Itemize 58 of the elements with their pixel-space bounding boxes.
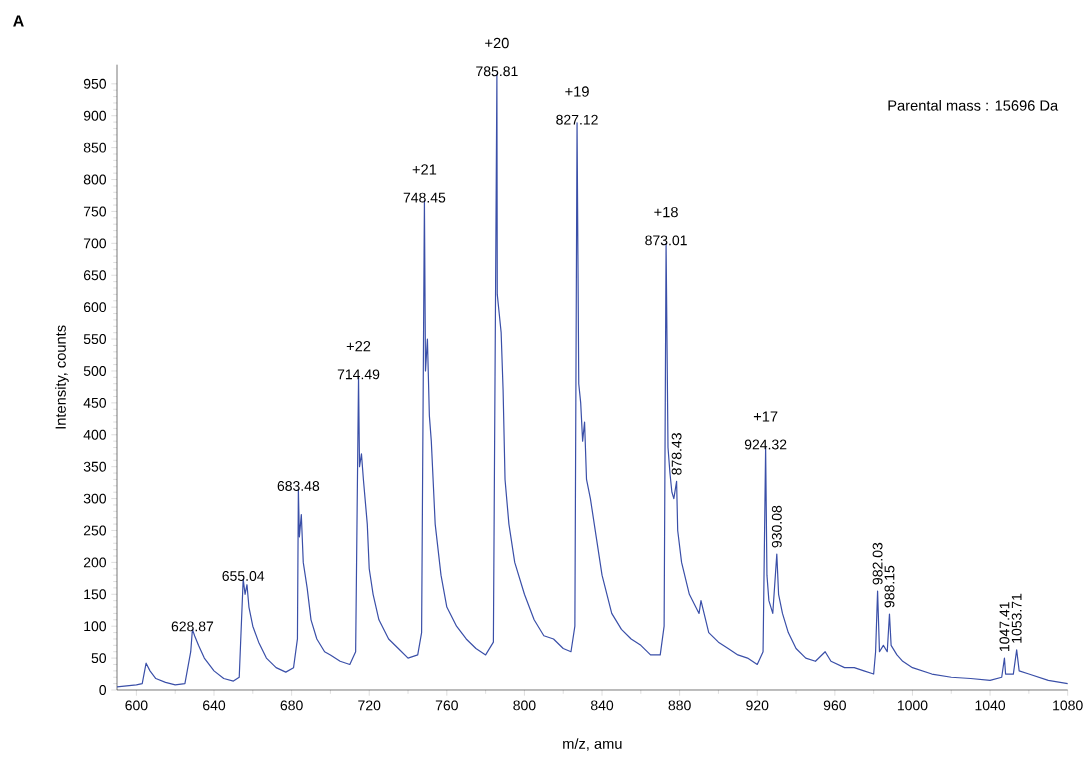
y-tick-label: 500 [83, 366, 107, 376]
y-tick-label: 750 [83, 206, 107, 217]
y-tick-label: 150 [84, 589, 107, 600]
x-tick-label: 920 [746, 700, 769, 711]
y-tick-label: 0 [99, 685, 107, 695]
annotation: 655.04 [222, 571, 265, 581]
y-tick-label: 100 [84, 621, 107, 632]
x-tick-label: 1000 [897, 700, 928, 711]
annotation: 785.81 [476, 66, 518, 77]
x-tick-label: 720 [358, 700, 381, 711]
annotation: +19 [565, 86, 589, 97]
x-axis-title: m/z, amu [563, 738, 622, 751]
annotation: 878.43 [671, 433, 682, 475]
annotation: 1053.71 [1011, 593, 1022, 643]
y-tick-label: 250 [83, 525, 107, 536]
annotation: 1047.41 [999, 602, 1010, 651]
annotation: 827.12 [556, 114, 598, 125]
annotation: 988.15 [884, 565, 895, 608]
annotation: 714.49 [337, 369, 380, 380]
annotation: 628.87 [171, 621, 214, 632]
y-axis-title: Intensity, counts [55, 325, 69, 429]
annotation: 982.03 [872, 542, 883, 585]
text: A [13, 15, 24, 27]
x-tick-label: 1080 [1053, 700, 1083, 711]
y-tick-label: 800 [83, 174, 107, 185]
x-tick-label: 1040 [975, 700, 1006, 711]
x-tick-label: 960 [823, 700, 846, 711]
y-tick-label: 600 [83, 302, 107, 313]
y-tick-label: 850 [83, 142, 107, 153]
annotation: Parental mass : 15696 Da [888, 99, 1059, 111]
y-tick-label: 450 [83, 397, 107, 408]
y-tick-label: 300 [83, 493, 107, 504]
y-tick-label: 200 [83, 557, 107, 568]
y-tick-label: 50 [91, 653, 107, 664]
annotation: +21 [412, 164, 437, 175]
annotation: +18 [654, 206, 678, 218]
annotation: 924.32 [744, 439, 787, 450]
y-tick-label: 700 [83, 238, 107, 249]
y-tick-label: 950 [83, 78, 107, 89]
annotation: +20 [485, 37, 509, 49]
x-tick-label: 760 [435, 700, 458, 711]
y-tick-label: 900 [83, 110, 107, 121]
annotation: 930.08 [771, 505, 782, 548]
annotation: +17 [753, 411, 778, 422]
y-tick-label: 400 [83, 429, 107, 440]
x-tick-label: 880 [668, 700, 691, 711]
x-tick-label: 600 [125, 700, 148, 711]
annotation: +22 [346, 341, 371, 352]
annotation: 873.01 [645, 235, 687, 246]
y-tick-label: 350 [83, 461, 107, 472]
annotation: 683.48 [277, 481, 320, 491]
x-tick-label: 800 [513, 700, 536, 711]
x-tick-label: 840 [590, 700, 614, 711]
y-tick-label: 650 [83, 270, 107, 281]
x-tick-label: 680 [280, 700, 303, 711]
annotation: 748.45 [403, 192, 446, 203]
y-tick-label: 550 [83, 334, 107, 345]
x-tick-label: 640 [203, 700, 226, 711]
